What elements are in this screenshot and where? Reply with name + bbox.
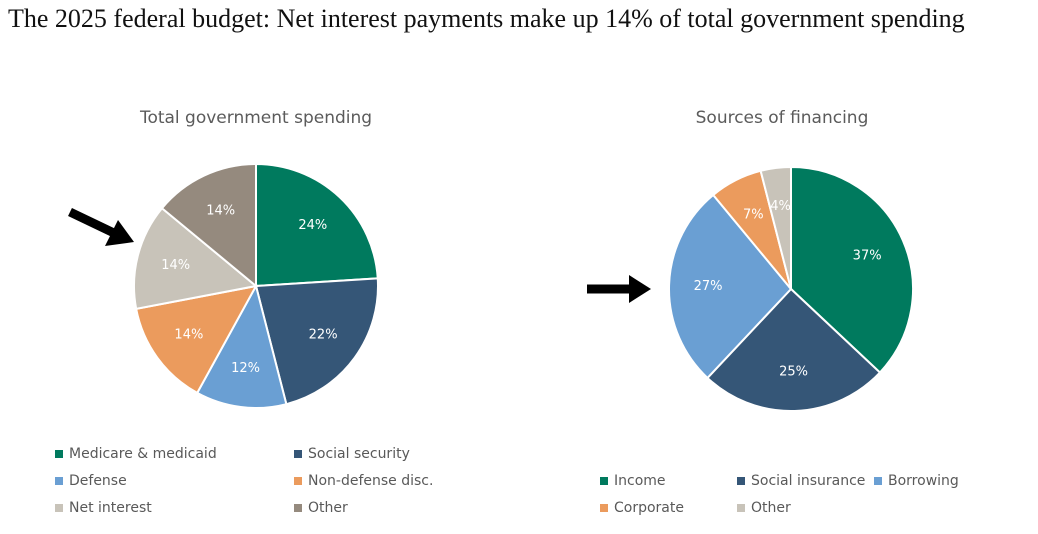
pie-slice-social-insurance [706,287,882,412]
data-label-other: 14% [206,203,235,218]
pie-slice-social-security [254,277,379,406]
pie-slice-other [759,165,792,290]
pie-slice-income [790,165,914,374]
legend-swatch [600,477,608,485]
legend-label: Medicare & medicaid [69,446,217,462]
data-label-corporate: 7% [743,208,764,223]
legend-label: Income [614,473,666,489]
data-label-non-defense-disc: 14% [174,327,203,342]
legend-item-social-insurance: Social insurance [737,473,865,489]
legend-label: Other [308,500,348,516]
legend-label: Borrowing [888,473,959,489]
pie-slice-defense [195,283,288,409]
data-label-income: 37% [853,249,882,264]
pie-slice-borrowing [668,193,793,380]
legend-swatch [294,477,302,485]
legend-item-other: Other [294,500,348,516]
legend-item-medicare: Medicare & medicaid [55,446,217,462]
pie-slice-net-interest [133,206,259,311]
data-label-social-security: 22% [309,327,338,342]
legend-label: Social security [308,446,410,462]
legend-item-net-interest: Net interest [55,500,152,516]
financing-chart-title: Sources of financing [695,108,869,128]
spending-chart-title: Total government spending [139,108,373,128]
financing-pie-svg: 37% 25% 27% 7% 4% [587,165,914,412]
legend-label: Corporate [614,500,684,516]
legend-item-defense: Defense [55,473,127,489]
data-label-borrowing: 27% [694,279,723,294]
data-label-other: 4% [770,199,791,214]
legend-swatch [55,477,63,485]
legend-swatch [294,450,302,458]
data-label-defense: 12% [231,361,260,376]
legend-item-other: Other [737,500,791,516]
legend-swatch [294,504,302,512]
data-label-medicare-medicaid: 24% [298,218,327,233]
legend-item-social-security: Social security [294,446,410,462]
spending-pie-svg: 24% 22% 12% 14% 14% 14% [68,162,379,409]
data-label-social-insurance: 25% [779,364,808,379]
arrow-icon [587,275,651,303]
legend-swatch [874,477,882,485]
pie-slice-non-defense-disc [134,284,258,395]
page-title: The 2025 federal budget: Net interest pa… [8,4,965,33]
legend-label: Other [751,500,791,516]
legend-swatch [737,477,745,485]
legend-swatch [55,504,63,512]
legend-item-income: Income [600,473,666,489]
legend-label: Non-defense disc. [308,473,434,489]
data-label-net-interest: 14% [161,258,190,273]
legend-swatch [737,504,745,512]
pie-slice-other [160,162,257,289]
spending-pie-chart: Total government spending 24% 22% 12% 14% 14… [55,108,433,516]
legend-label: Defense [69,473,127,489]
pie-slice-medicare-medicaid [255,162,379,288]
legend-swatch [55,450,63,458]
arrow-icon [68,207,134,246]
legend-item-corporate: Corporate [600,500,684,516]
legend-swatch [600,504,608,512]
legend-item-borrowing: Borrowing [874,473,959,489]
legend-item-non-defense: Non-defense disc. [294,473,433,489]
legend-label: Social insurance [751,473,866,489]
legend-label: Net interest [69,500,152,516]
financing-pie-chart: Sources of financing 37% 25% 27% 7% 4% Incom… [519,0,1038,534]
